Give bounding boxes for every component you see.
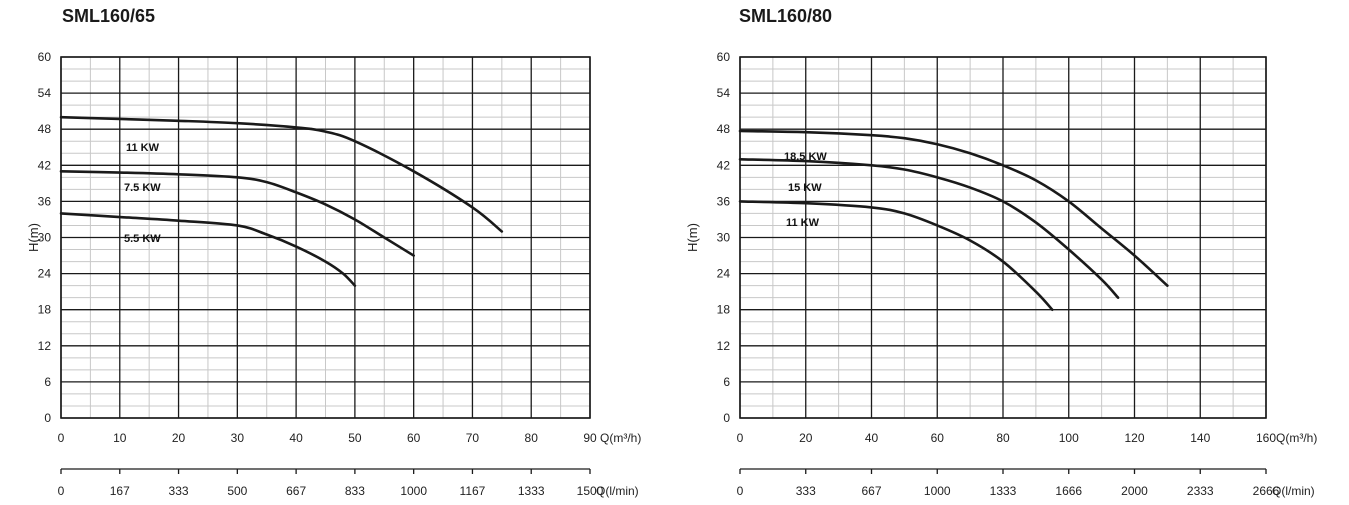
x-tick-label: 80 <box>525 431 539 445</box>
y-tick-label: 42 <box>717 158 731 172</box>
series-label: 15 KW <box>788 182 822 194</box>
series-label: 5.5 KW <box>124 233 161 245</box>
y-tick-label: 36 <box>717 194 731 208</box>
x-tick-label: 100 <box>1059 431 1079 445</box>
x-tick-label: 120 <box>1124 431 1144 445</box>
chart-title-left: SML160/65 <box>62 6 156 26</box>
secondary-x-tick-label: 500 <box>227 484 247 498</box>
x-tick-label: 60 <box>407 431 421 445</box>
secondary-x-tick-label: 1333 <box>990 484 1017 498</box>
y-tick-label: 12 <box>717 339 731 353</box>
series-line <box>738 157 1120 299</box>
y-tick-label: 24 <box>38 267 52 281</box>
x-tick-label: 0 <box>737 431 744 445</box>
secondary-x-tick-label: 167 <box>110 484 130 498</box>
secondary-x-tick-label: 833 <box>345 484 365 498</box>
y-tick-label: 0 <box>723 411 730 425</box>
series-label: 11 KW <box>786 217 820 229</box>
series-line <box>59 170 415 257</box>
x-tick-label: 30 <box>231 431 245 445</box>
series-line <box>738 200 1054 311</box>
y-axis-label: H(m) <box>26 223 41 252</box>
y-axis-label: H(m) <box>685 223 700 252</box>
y-tick-label: 12 <box>38 339 52 353</box>
secondary-x-tick-label: 0 <box>58 484 65 498</box>
y-tick-label: 36 <box>38 194 52 208</box>
x-tick-label: 10 <box>113 431 127 445</box>
secondary-x-tick-label: 1666 <box>1055 484 1082 498</box>
series-label: 7.5 KW <box>124 182 161 194</box>
secondary-x-tick-label: 1333 <box>518 484 545 498</box>
y-tick-label: 6 <box>723 375 730 389</box>
y-tick-label: 54 <box>38 86 52 100</box>
x-tick-label: 70 <box>466 431 480 445</box>
x-tick-label: 40 <box>289 431 303 445</box>
y-tick-label: 42 <box>38 158 52 172</box>
secondary-x-tick-label: 333 <box>169 484 189 498</box>
x-axis-label: Q(m³/h) <box>1276 431 1317 445</box>
secondary-x-tick-label: 2666 <box>1253 484 1280 498</box>
x-tick-label: 20 <box>799 431 813 445</box>
y-tick-label: 60 <box>38 50 52 64</box>
secondary-x-axis-label: Q(l/min) <box>596 484 639 498</box>
series-line <box>59 212 357 287</box>
x-tick-label: 0 <box>58 431 65 445</box>
y-tick-label: 18 <box>717 303 731 317</box>
y-tick-label: 30 <box>717 231 731 245</box>
y-tick-label: 60 <box>717 50 731 64</box>
y-tick-label: 54 <box>717 86 731 100</box>
secondary-x-tick-label: 1000 <box>924 484 951 498</box>
x-tick-label: 80 <box>996 431 1010 445</box>
y-tick-label: 18 <box>38 303 52 317</box>
secondary-x-tick-label: 2000 <box>1121 484 1148 498</box>
series-label: 11 KW <box>126 142 160 154</box>
x-tick-label: 50 <box>348 431 362 445</box>
secondary-x-tick-label: 0 <box>737 484 744 498</box>
series-line <box>59 115 504 233</box>
secondary-x-tick-label: 1500 <box>577 484 604 498</box>
plot-frame <box>60 56 591 419</box>
secondary-x-tick-label: 1000 <box>400 484 427 498</box>
secondary-x-tick-label: 2333 <box>1187 484 1214 498</box>
y-tick-label: 30 <box>38 231 52 245</box>
x-tick-label: 40 <box>865 431 879 445</box>
x-tick-label: 140 <box>1190 431 1210 445</box>
plot-frame <box>739 56 1267 419</box>
secondary-x-axis-label: Q(l/min) <box>1272 484 1315 498</box>
x-tick-label: 60 <box>931 431 945 445</box>
y-tick-label: 48 <box>38 122 52 136</box>
x-axis-label: Q(m³/h) <box>600 431 641 445</box>
x-tick-label: 90 <box>583 431 597 445</box>
secondary-x-tick-label: 1167 <box>460 484 486 498</box>
series-line <box>738 129 1169 287</box>
x-tick-label: 160 <box>1256 431 1276 445</box>
chart-title-right: SML160/80 <box>739 6 833 26</box>
y-tick-label: 6 <box>44 375 51 389</box>
secondary-x-tick-label: 667 <box>861 484 881 498</box>
secondary-x-tick-label: 667 <box>286 484 306 498</box>
secondary-x-tick-label: 333 <box>796 484 816 498</box>
y-tick-label: 24 <box>717 267 731 281</box>
y-tick-label: 48 <box>717 122 731 136</box>
y-tick-label: 0 <box>44 411 51 425</box>
x-tick-label: 20 <box>172 431 186 445</box>
